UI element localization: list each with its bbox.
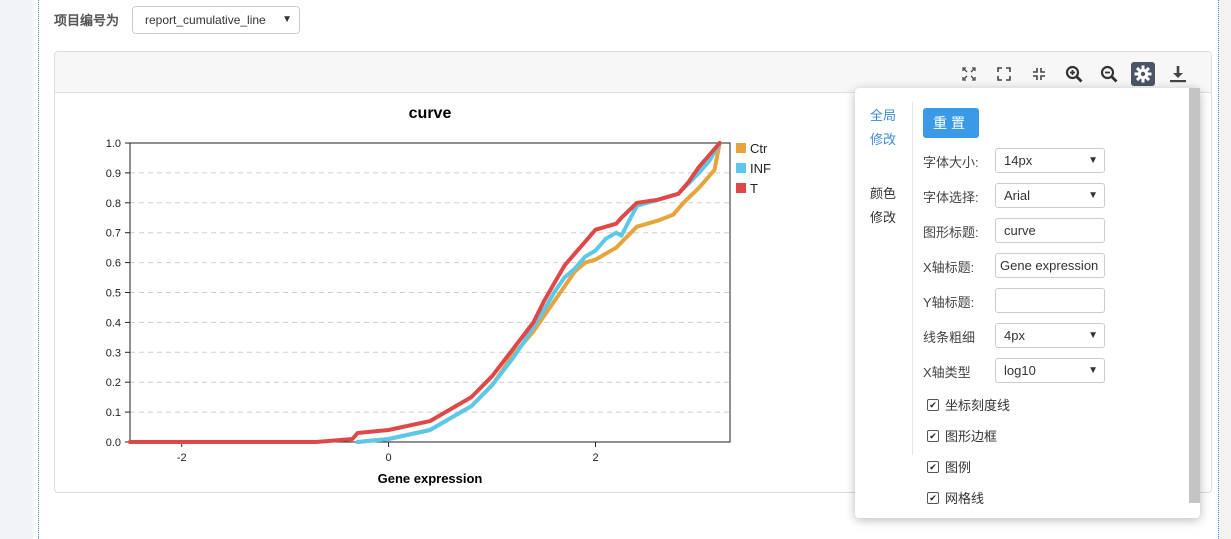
project-select[interactable]: report_cumulative_line ▼ [132, 6, 300, 34]
y-tick-label: 1.0 [106, 138, 121, 150]
x-type-select[interactable]: log10 ▼ [995, 358, 1105, 383]
tab-color[interactable]: 颜色 修改 [870, 182, 896, 230]
chart-title-label: 图形标题: [923, 225, 979, 240]
grid-checkbox-label: 网格线 [945, 491, 985, 506]
settings-divider [912, 102, 913, 455]
fullscreen-icon[interactable] [992, 62, 1016, 86]
tab-global[interactable]: 全局 修改 [870, 104, 896, 152]
x-tick-label: -2 [177, 452, 187, 464]
legend-label: T [750, 181, 758, 196]
font-choice-select[interactable]: Arial ▼ [995, 183, 1105, 208]
zoom-fit-icon[interactable] [957, 62, 981, 86]
right-gutter [1219, 0, 1231, 539]
tab-color-line1: 颜色 [870, 186, 897, 201]
line-width-select[interactable]: 4px ▼ [995, 323, 1105, 348]
checkbox-checked-icon: ✔ [927, 460, 939, 473]
y-tick-label: 0.6 [106, 258, 121, 270]
y-tick-label: 0.0 [106, 437, 121, 449]
chart-toolbar [55, 52, 1211, 93]
legend-swatch [736, 143, 746, 153]
left-gutter [0, 0, 33, 539]
settings-scrollbar[interactable] [1189, 88, 1200, 503]
y-tick-label: 0.3 [106, 347, 121, 359]
legend-swatch [736, 163, 746, 173]
y-tick-label: 0.4 [106, 317, 121, 329]
chart-title-input[interactable]: curve [995, 218, 1105, 243]
line-width-label: 线条粗细 [923, 330, 976, 345]
tab-global-line1: 全局 [870, 108, 897, 123]
font-size-value: 14px [1004, 153, 1033, 168]
font-choice-value: Arial [1004, 188, 1031, 203]
right-frame-border [1218, 0, 1219, 539]
left-frame-border [38, 0, 39, 539]
legend-label: Ctr [750, 141, 768, 156]
y-tick-label: 0.1 [106, 407, 121, 419]
exit-fullscreen-icon[interactable] [1027, 62, 1051, 86]
zoom-out-icon[interactable] [1097, 62, 1121, 86]
border-checkbox-label: 图形边框 [945, 429, 998, 444]
checkbox-checked-icon: ✔ [927, 429, 939, 442]
y-tick-label: 0.7 [106, 228, 121, 240]
y-title-input[interactable] [995, 288, 1105, 313]
settings-panel: 全局 修改 颜色 修改 重置 字体大小: 14px ▼ 字体选择: Arial … [855, 88, 1200, 518]
series-line-t [128, 141, 722, 444]
x-title-label: X轴标题: [923, 260, 975, 275]
chevron-down-icon: ▼ [1088, 330, 1098, 341]
y-tick-label: 0.9 [106, 168, 121, 180]
legend-checkbox-label: 图例 [945, 460, 972, 475]
font-size-label: 字体大小: [923, 155, 979, 170]
chevron-down-icon: ▼ [282, 14, 292, 25]
chevron-down-icon: ▼ [1088, 155, 1098, 166]
legend-label: INF [750, 161, 771, 176]
download-icon[interactable] [1166, 62, 1190, 86]
tab-global-line2: 修改 [870, 132, 897, 147]
tab-color-line2: 修改 [870, 210, 897, 225]
checkbox-checked-icon: ✔ [927, 398, 939, 411]
y-tick-label: 0.5 [106, 288, 121, 300]
zoom-in-icon[interactable] [1062, 62, 1086, 86]
legend-checkbox[interactable]: ✔ 图例 [927, 457, 971, 476]
checkbox-checked-icon: ✔ [927, 491, 939, 504]
reset-button[interactable]: 重置 [923, 108, 979, 138]
project-label: 项目编号为 [54, 13, 120, 28]
ticks-checkbox-label: 坐标刻度线 [945, 398, 1011, 413]
y-tick-label: 0.8 [106, 198, 121, 210]
project-select-value: report_cumulative_line [145, 13, 266, 27]
chart-title: curve [409, 105, 452, 122]
x-axis-title: Gene expression [378, 471, 483, 486]
chevron-down-icon: ▼ [1088, 190, 1098, 201]
font-size-select[interactable]: 14px ▼ [995, 148, 1105, 173]
chevron-down-icon: ▼ [1088, 365, 1098, 376]
border-checkbox[interactable]: ✔ 图形边框 [927, 426, 997, 445]
x-type-value: log10 [1004, 363, 1036, 378]
gear-icon[interactable] [1131, 62, 1155, 86]
ticks-checkbox[interactable]: ✔ 坐标刻度线 [927, 395, 1010, 414]
grid-checkbox[interactable]: ✔ 网格线 [927, 488, 984, 507]
y-title-label: Y轴标题: [923, 295, 975, 310]
y-tick-label: 0.2 [106, 377, 121, 389]
x-tick-label: 2 [592, 452, 598, 464]
line-width-value: 4px [1004, 328, 1025, 343]
legend-swatch [736, 183, 746, 193]
font-choice-label: 字体选择: [923, 190, 979, 205]
x-tick-label: 0 [386, 452, 392, 464]
x-title-input[interactable]: Gene expression [995, 253, 1105, 278]
x-type-label: X轴类型 [923, 365, 971, 380]
